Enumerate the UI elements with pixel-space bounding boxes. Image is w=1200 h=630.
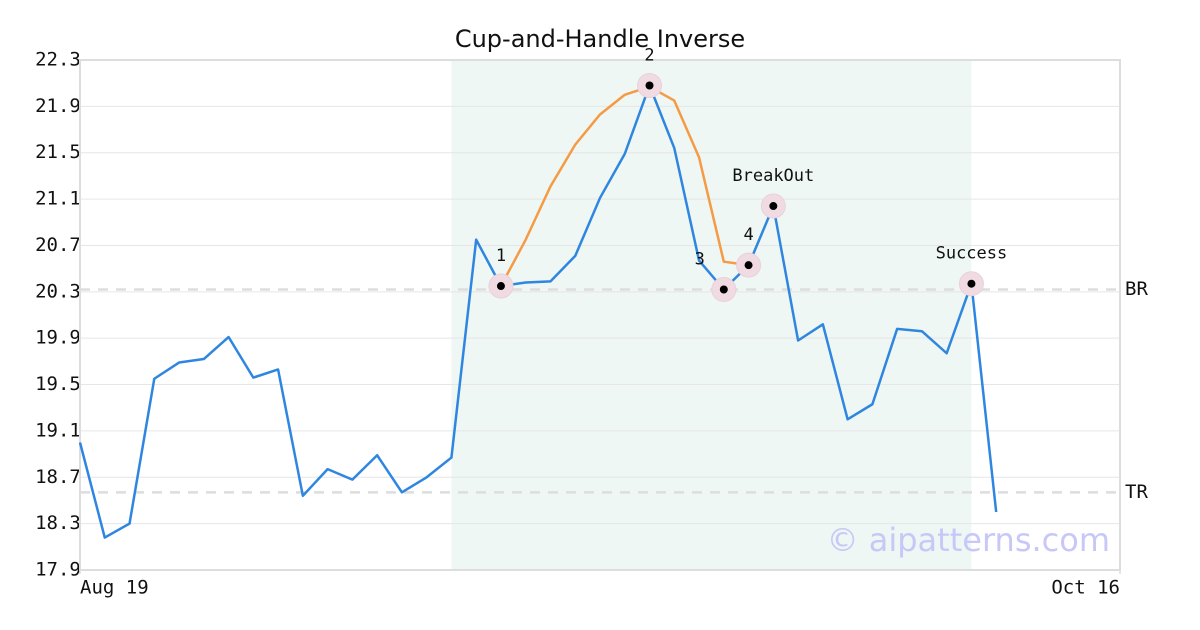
pattern-point [719,285,728,294]
pattern-point [496,282,505,291]
annotation-label: 1 [496,246,506,266]
y-tick-label: 17.9 [35,559,81,581]
annotation-label: Success [936,244,1008,264]
x-tick-label: Aug 19 [80,577,149,599]
annotation-label: 4 [743,225,753,245]
annotation-label: BreakOut [732,166,814,186]
y-tick-label: 18.7 [35,466,81,488]
level-label: BR [1125,278,1148,300]
watermark: © aipatterns.com [827,521,1110,559]
y-tick-label: 19.1 [35,419,81,441]
chart-title: Cup-and-Handle Inverse [455,25,745,53]
y-tick-label: 19.5 [35,373,81,395]
plot-frame [79,59,1121,571]
x-tick-label: Oct 16 [1051,577,1120,599]
annotation-label: 3 [695,250,705,270]
y-tick-label: 21.5 [35,141,81,163]
y-tick-label: 21.1 [35,188,81,210]
price-line [499,85,749,287]
annotation-label: 2 [644,46,654,66]
y-tick-label: 20.7 [35,234,81,256]
y-tick-label: 20.3 [35,280,81,302]
y-tick-label: 22.3 [35,49,81,71]
y-tick-label: 19.9 [35,327,81,349]
level-label: TR [1125,481,1148,503]
y-tick-label: 21.9 [35,95,81,117]
pattern-point [744,261,753,270]
pattern-point [967,279,976,288]
pattern-point [769,202,778,211]
pattern-point [645,81,654,90]
price-line [78,84,998,539]
y-tick-label: 18.3 [35,512,81,534]
highlight-region [451,60,972,570]
